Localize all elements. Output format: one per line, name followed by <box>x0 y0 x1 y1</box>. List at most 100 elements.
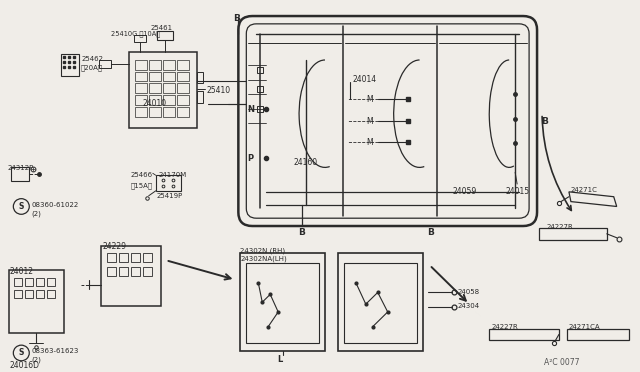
Bar <box>135 72 147 81</box>
Text: 24058: 24058 <box>458 289 479 295</box>
Bar <box>177 95 189 105</box>
Text: P: P <box>247 154 253 163</box>
Text: B: B <box>298 228 305 237</box>
Bar <box>489 328 559 340</box>
Bar <box>47 291 55 298</box>
Text: 25466: 25466 <box>131 172 153 178</box>
Text: 24015: 24015 <box>505 187 529 196</box>
Text: 24170M: 24170M <box>159 172 187 178</box>
Text: 24160: 24160 <box>293 158 317 167</box>
Text: M: M <box>366 117 372 126</box>
Bar <box>101 246 161 306</box>
Bar <box>61 54 79 76</box>
Text: 24016D: 24016D <box>10 361 39 370</box>
Text: N: N <box>247 105 254 114</box>
Text: B: B <box>428 228 435 237</box>
Bar <box>344 263 417 343</box>
Bar <box>163 83 175 93</box>
Text: (2): (2) <box>31 211 41 217</box>
Bar <box>26 278 33 286</box>
Bar <box>129 52 196 128</box>
Text: 【20A】: 【20A】 <box>81 65 103 71</box>
Bar <box>156 175 180 191</box>
Bar <box>36 291 44 298</box>
Text: 08360-61022: 08360-61022 <box>31 202 79 208</box>
Bar <box>12 167 29 181</box>
Text: M: M <box>366 95 372 104</box>
Bar <box>14 278 22 286</box>
Text: 25461: 25461 <box>151 25 173 31</box>
Text: (2): (2) <box>31 357 41 363</box>
Text: 【15A】: 【15A】 <box>131 182 153 189</box>
Bar <box>338 253 422 351</box>
Text: 24227R: 24227R <box>492 324 518 330</box>
Text: 24271C: 24271C <box>571 187 598 193</box>
Bar <box>539 228 607 240</box>
Text: S: S <box>19 202 24 211</box>
Bar <box>36 278 44 286</box>
Text: 24227R: 24227R <box>547 224 574 230</box>
Text: 24229: 24229 <box>103 242 127 251</box>
Bar <box>163 72 175 81</box>
Text: A²C 0077: A²C 0077 <box>544 358 580 367</box>
Text: B: B <box>233 14 240 23</box>
Bar <box>148 95 161 105</box>
Bar <box>196 91 202 103</box>
Text: L: L <box>278 355 283 364</box>
Bar <box>135 60 147 70</box>
Text: 24304: 24304 <box>458 303 479 309</box>
Bar <box>246 263 319 343</box>
Bar <box>148 107 161 117</box>
Bar <box>177 72 189 81</box>
Text: 24010: 24010 <box>143 99 166 108</box>
Bar <box>163 60 175 70</box>
Bar <box>47 278 55 286</box>
Bar <box>131 253 140 262</box>
Text: 25410: 25410 <box>207 86 230 95</box>
Bar <box>163 107 175 117</box>
Bar <box>143 267 152 276</box>
Bar <box>177 107 189 117</box>
Bar <box>14 291 22 298</box>
Bar <box>119 253 128 262</box>
Bar <box>135 95 147 105</box>
Text: 25462: 25462 <box>81 56 103 62</box>
Bar <box>157 31 173 41</box>
Text: 24302N (RH): 24302N (RH) <box>241 247 285 254</box>
Bar <box>135 83 147 93</box>
Text: 24312P: 24312P <box>8 166 34 171</box>
Text: 25419P: 25419P <box>157 193 183 199</box>
Bar <box>143 253 152 262</box>
Bar <box>257 86 263 92</box>
Bar <box>131 267 140 276</box>
Bar <box>196 72 202 83</box>
Bar <box>134 35 146 42</box>
Bar <box>148 60 161 70</box>
Text: M: M <box>366 138 372 147</box>
Bar <box>107 253 116 262</box>
Bar <box>567 328 628 340</box>
Bar <box>177 83 189 93</box>
Text: 24302NA(LH): 24302NA(LH) <box>241 255 287 262</box>
Bar <box>135 107 147 117</box>
Text: 24014: 24014 <box>353 75 377 84</box>
Bar <box>177 60 189 70</box>
Text: 08363-61623: 08363-61623 <box>31 348 79 354</box>
Bar <box>107 267 116 276</box>
Bar <box>99 60 111 68</box>
Bar <box>119 267 128 276</box>
Bar <box>148 83 161 93</box>
Text: 24271CA: 24271CA <box>569 324 600 330</box>
Bar <box>241 253 325 351</box>
Text: B: B <box>541 117 548 126</box>
Bar <box>257 67 263 73</box>
Text: 24012: 24012 <box>10 267 33 276</box>
Bar <box>257 106 263 112</box>
Bar <box>26 291 33 298</box>
Bar <box>163 95 175 105</box>
Text: S: S <box>19 349 24 357</box>
Bar <box>10 270 64 333</box>
Text: 25410G 【10A】: 25410G 【10A】 <box>111 31 160 37</box>
Bar <box>148 72 161 81</box>
Text: 24059: 24059 <box>452 187 477 196</box>
